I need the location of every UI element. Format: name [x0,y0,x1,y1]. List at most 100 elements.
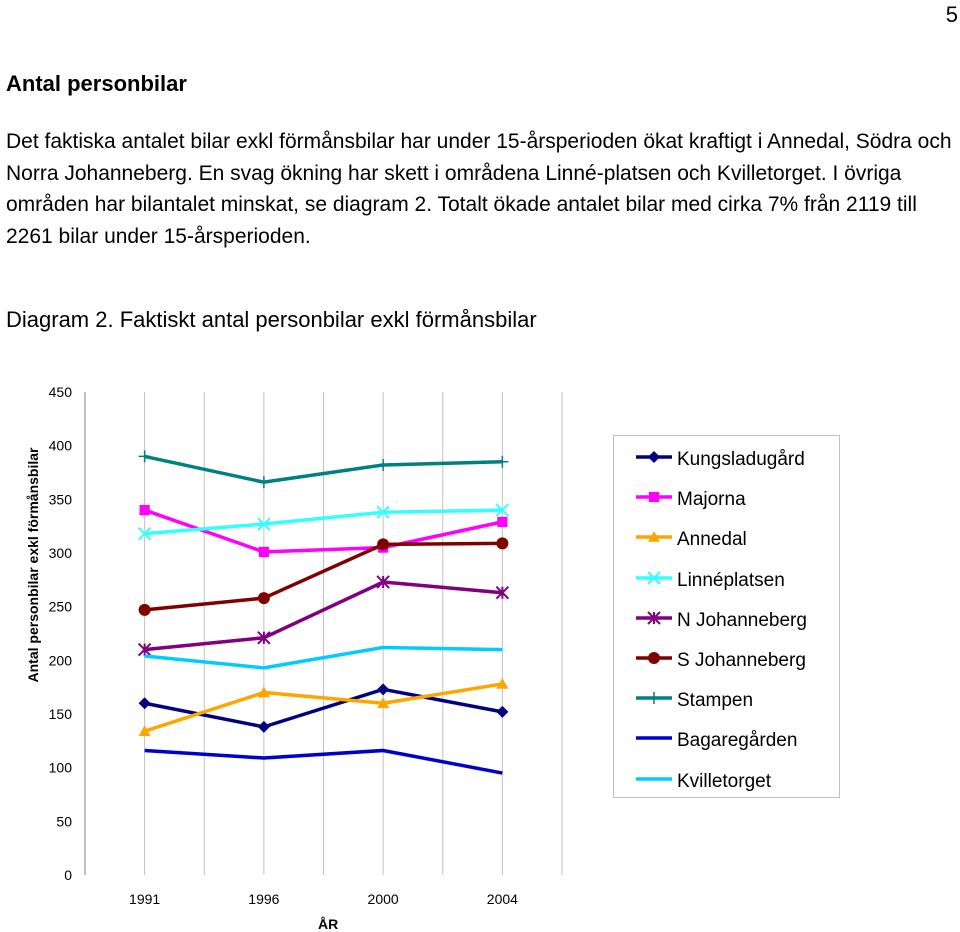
y-tick-label: 50 [56,813,72,829]
chart-legend: Kungsladugård Majorna Annedal Linnéplatsen N… [613,435,840,798]
legend-label: Linnéplatsen [677,569,785,591]
data-point [377,458,390,471]
data-point [496,455,509,468]
legend-item: S Johanneberg [614,643,839,673]
data-point [495,503,510,517]
legend-label: Majorna [677,489,746,511]
legend-marker [648,531,660,543]
series-annedal [138,677,509,736]
data-point [496,705,509,718]
plot-area: 0 50 100 150 200 250 300 350 400 450 1991 1996 2000 2… [49,384,563,907]
data-point [257,720,270,733]
series-line [144,508,503,536]
legend-label: Stampen [677,690,754,712]
y-tick-label: 300 [49,545,73,561]
series-line [144,454,503,484]
x-tick-label: 2000 [368,891,399,907]
legend-swatch [636,692,672,705]
series-line [144,748,503,775]
legend-item: Linnéplatsen [614,563,839,593]
legend-marker [648,692,660,705]
legend-swatch [636,451,672,463]
page-number: 5 [945,2,958,27]
data-point [139,504,150,516]
section-heading: Antal personbilar [6,71,187,96]
body-paragraph: Det faktiska antalet bilar exkl förmånsb… [6,130,952,248]
y-axis-label: Antal personbilar exkl förmånsbilar [25,447,41,683]
series-line [144,682,503,733]
y-tick-label: 0 [64,867,72,883]
legend-swatch [636,736,672,741]
series-line [144,508,503,554]
legend-label: Kvilletorget [677,770,771,792]
legend-label: Annedal [677,529,747,551]
data-point [258,546,269,558]
legend-item: N Johanneberg [614,603,839,633]
data-point [376,575,390,589]
series-n-johanneberg [137,575,510,657]
legend-swatch [636,611,672,625]
series-kungsladugard [138,683,509,733]
series-line [144,541,503,612]
series-linneplatsen [137,503,510,541]
legend-marker [647,570,661,585]
legend-swatch [636,776,672,781]
data-point [496,677,509,689]
series-bagaregarden [144,748,503,775]
y-tick-label: 250 [49,599,73,615]
series-s-johanneberg [138,537,509,616]
legend-label: N Johanneberg [677,609,807,631]
data-point [257,517,271,531]
legend-marker [648,451,660,463]
y-tick-label: 450 [49,384,73,400]
data-point [138,725,151,736]
y-tick-label: 100 [49,760,73,776]
legend-item: Stampen [614,683,839,713]
x-tick-label: 2004 [487,891,518,907]
legend-item: Majorna [614,482,839,512]
x-axis-label: ÅR [318,916,339,932]
data-point [377,697,390,709]
data-point [496,537,509,550]
legend-label: S Johanneberg [677,650,806,671]
data-point [257,631,271,645]
data-point [137,642,152,657]
series-line [144,687,503,729]
data-point [377,683,390,696]
legend-marker [647,611,661,625]
legend-label: Bagaregården [677,730,798,752]
x-tick-label: 1991 [129,891,160,907]
data-point [495,586,510,600]
diagram-caption: Diagram 2. Faktiskt antal personbilar ex… [6,307,537,332]
data-point [138,697,151,710]
data-point [376,505,390,519]
line-chart: 0 50 100 150 200 250 300 350 400 450 1991 1996 2000 2… [49,384,563,907]
legend-item: Kvilletorget [614,764,839,794]
legend-swatch [636,652,672,664]
legend-item: Kungsladugård [614,442,839,472]
legend-label: Kungsladugård [677,449,805,470]
series-line [144,645,503,670]
data-point [497,516,508,527]
legend-swatch [636,570,672,585]
y-tick-label: 400 [49,438,73,454]
data-point [257,686,270,698]
data-point [138,450,151,463]
y-tick-label: 350 [49,491,73,507]
legend-marker [648,652,660,664]
series-line [144,580,503,652]
data-point [137,526,152,541]
data-point [257,476,270,489]
series-kvilletorget [144,645,503,670]
data-point [377,538,390,551]
legend-item: Bagaregården [614,723,839,753]
legend-swatch [636,492,672,503]
y-axis-label-wrap: Antal personbilar exkl förmånsbilar [23,360,43,770]
y-tick-label: 200 [49,652,73,668]
y-tick-label: 150 [49,706,73,722]
x-tick-label: 1996 [248,891,279,907]
series-stampen [138,450,509,489]
data-point [138,603,151,616]
data-point [257,592,270,605]
legend-marker [648,492,660,503]
